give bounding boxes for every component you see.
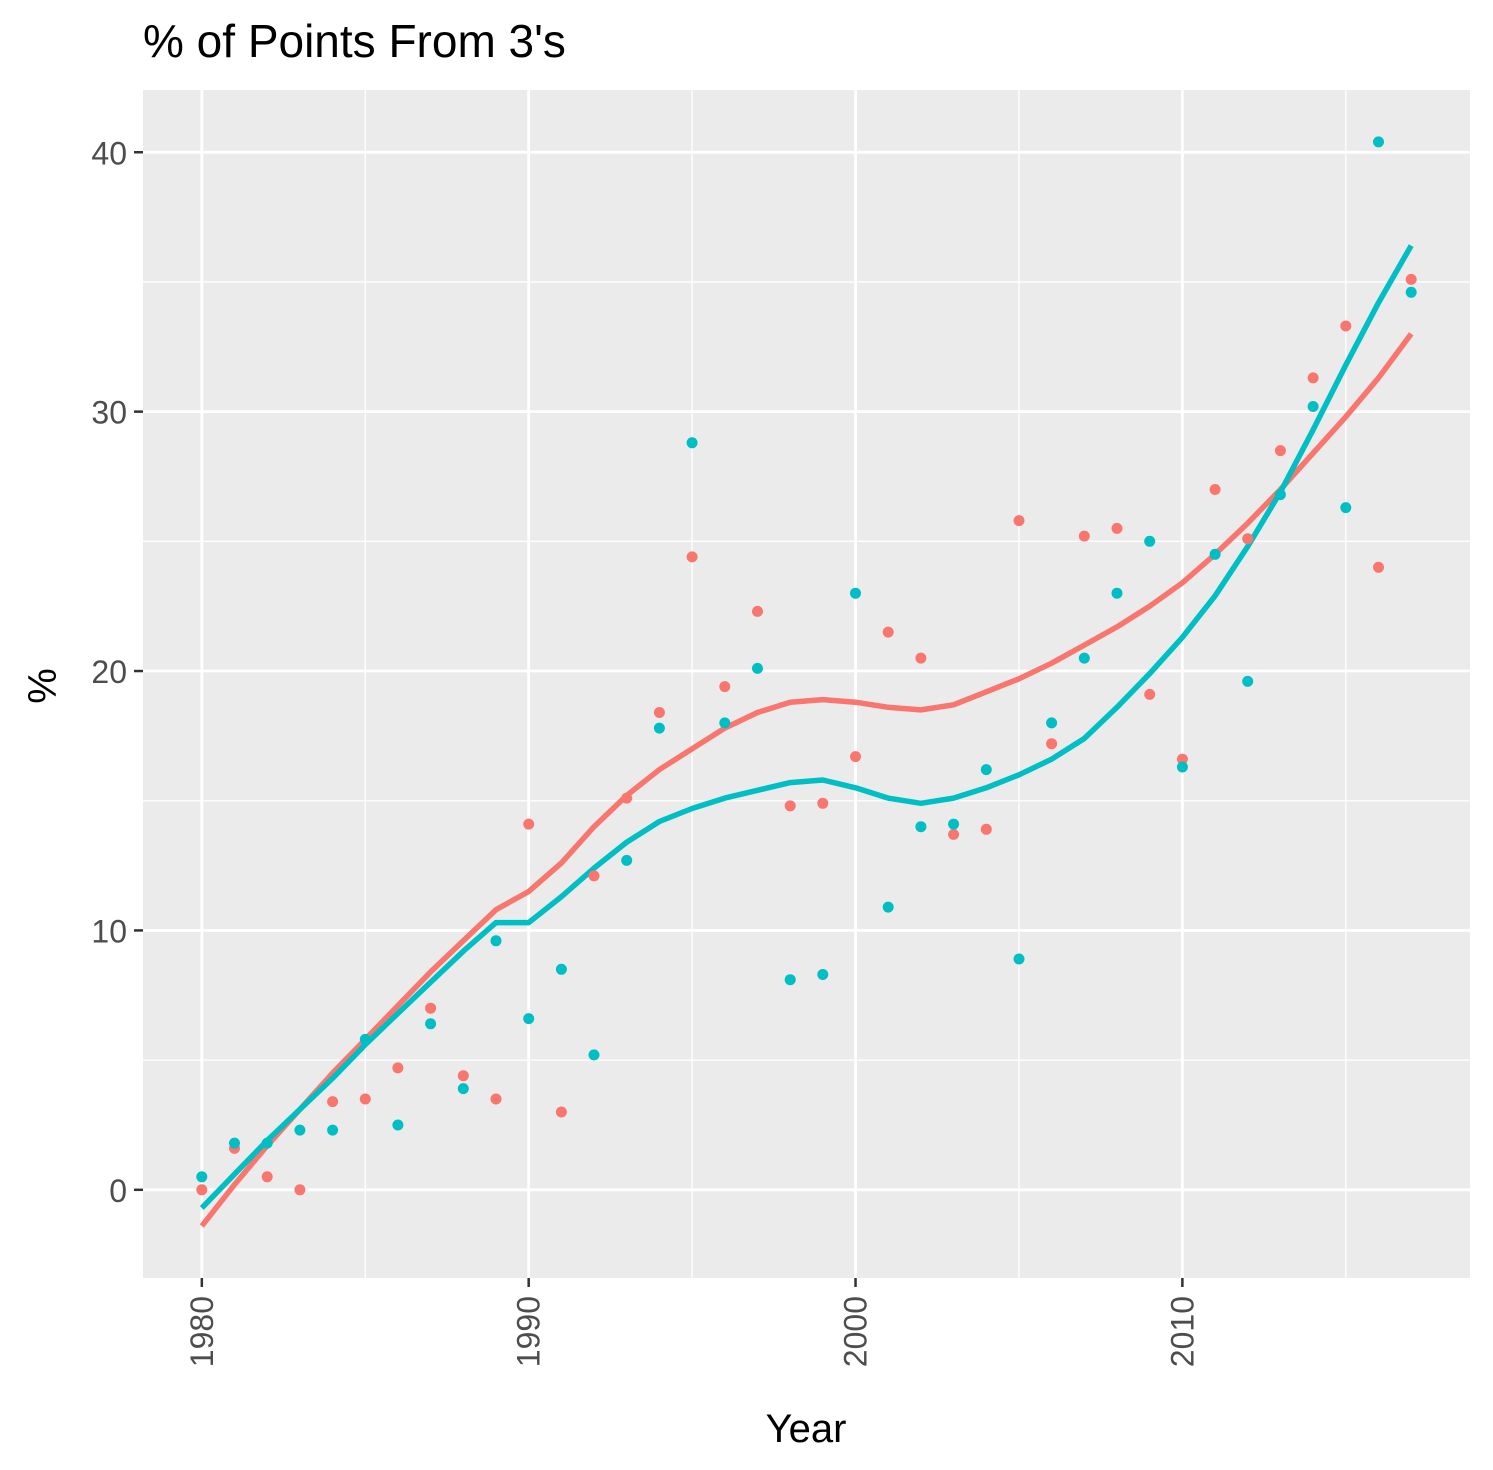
data-point xyxy=(523,818,535,830)
axes: 0 10 20 30 40 1980 1990 2000 2010 xyxy=(91,135,1200,1367)
data-point xyxy=(980,823,992,835)
data-point xyxy=(1340,320,1352,332)
data-point xyxy=(1176,753,1188,765)
data-point xyxy=(327,1124,339,1136)
data-point xyxy=(392,1119,404,1131)
smooth-line xyxy=(199,332,1414,1228)
data-point xyxy=(653,707,665,718)
data-point xyxy=(261,1137,273,1149)
data-point xyxy=(555,963,567,975)
y-tick-label: 40 xyxy=(91,135,127,171)
x-tick-label: 2000 xyxy=(838,1296,874,1367)
data-point xyxy=(196,1171,208,1183)
data-point xyxy=(1144,535,1156,547)
data-point xyxy=(850,587,861,599)
data-point xyxy=(1373,561,1384,573)
data-point xyxy=(490,935,502,947)
data-point xyxy=(719,717,731,729)
major-gridlines xyxy=(143,90,1470,1278)
data-point xyxy=(915,652,927,664)
data-point xyxy=(294,1124,306,1136)
data-point xyxy=(1144,688,1156,700)
data-point xyxy=(392,1062,404,1074)
x-tick-label: 1980 xyxy=(184,1296,220,1367)
x-axis-label: Year xyxy=(766,1407,847,1451)
y-tick-label: 30 xyxy=(91,395,127,431)
data-point xyxy=(196,1184,208,1196)
data-point xyxy=(621,854,633,866)
y-axis-label: % xyxy=(21,668,65,704)
data-point xyxy=(229,1137,240,1149)
data-point xyxy=(1274,445,1286,457)
data-point xyxy=(1078,652,1090,664)
data-point xyxy=(1013,953,1025,965)
data-point xyxy=(1405,273,1417,285)
data-point xyxy=(882,626,894,638)
data-point xyxy=(457,1083,469,1095)
data-point xyxy=(359,1093,371,1105)
data-point xyxy=(1078,530,1090,542)
y-tick-label: 20 xyxy=(91,654,127,690)
chart-title: % of Points From 3's xyxy=(143,15,566,67)
data-point xyxy=(948,828,960,840)
data-point xyxy=(719,681,731,693)
plot-panel xyxy=(143,90,1470,1278)
smooth-lines xyxy=(199,244,1414,1228)
x-tick-label: 1990 xyxy=(511,1296,547,1367)
data-point xyxy=(850,751,861,763)
data-point xyxy=(1046,738,1058,750)
data-point xyxy=(1242,533,1254,545)
data-point xyxy=(1176,761,1188,773)
data-point xyxy=(882,901,894,913)
smooth-line xyxy=(199,244,1414,1210)
data-point xyxy=(359,1033,371,1045)
data-point xyxy=(915,821,927,833)
data-point xyxy=(784,800,796,812)
y-tick-label: 0 xyxy=(109,1173,127,1209)
data-point xyxy=(425,1018,437,1030)
data-point xyxy=(1111,587,1123,599)
data-point xyxy=(1209,484,1221,495)
data-point xyxy=(784,974,796,986)
data-point xyxy=(1111,522,1123,534)
data-point xyxy=(1373,136,1384,148)
data-point xyxy=(555,1106,567,1118)
data-point xyxy=(980,764,992,776)
data-point xyxy=(1274,489,1286,501)
data-point xyxy=(817,969,829,980)
data-point xyxy=(686,437,698,449)
data-point xyxy=(261,1171,273,1183)
data-point xyxy=(588,870,600,882)
data-point xyxy=(327,1096,339,1108)
data-point xyxy=(1340,502,1352,514)
data-point xyxy=(1209,548,1221,560)
y-tick-label: 10 xyxy=(91,913,127,949)
data-point xyxy=(1046,717,1058,729)
data-point xyxy=(588,1049,600,1061)
data-point xyxy=(621,792,633,804)
data-point xyxy=(817,797,829,809)
data-point xyxy=(752,662,763,674)
data-point xyxy=(457,1070,469,1082)
data-point xyxy=(752,605,763,617)
data-point xyxy=(1242,675,1254,687)
data-point xyxy=(1307,401,1319,412)
minor-gridlines xyxy=(143,90,1470,1278)
data-point xyxy=(490,1093,502,1105)
data-point xyxy=(686,551,698,563)
data-point xyxy=(1307,372,1319,384)
data-points xyxy=(196,136,1417,1196)
data-point xyxy=(523,1013,535,1025)
data-point xyxy=(294,1184,306,1196)
data-point xyxy=(425,1002,437,1014)
data-point xyxy=(1013,515,1025,527)
data-point xyxy=(948,818,960,830)
x-tick-label: 2010 xyxy=(1164,1296,1200,1367)
data-point xyxy=(1405,286,1417,298)
data-point xyxy=(653,722,665,734)
